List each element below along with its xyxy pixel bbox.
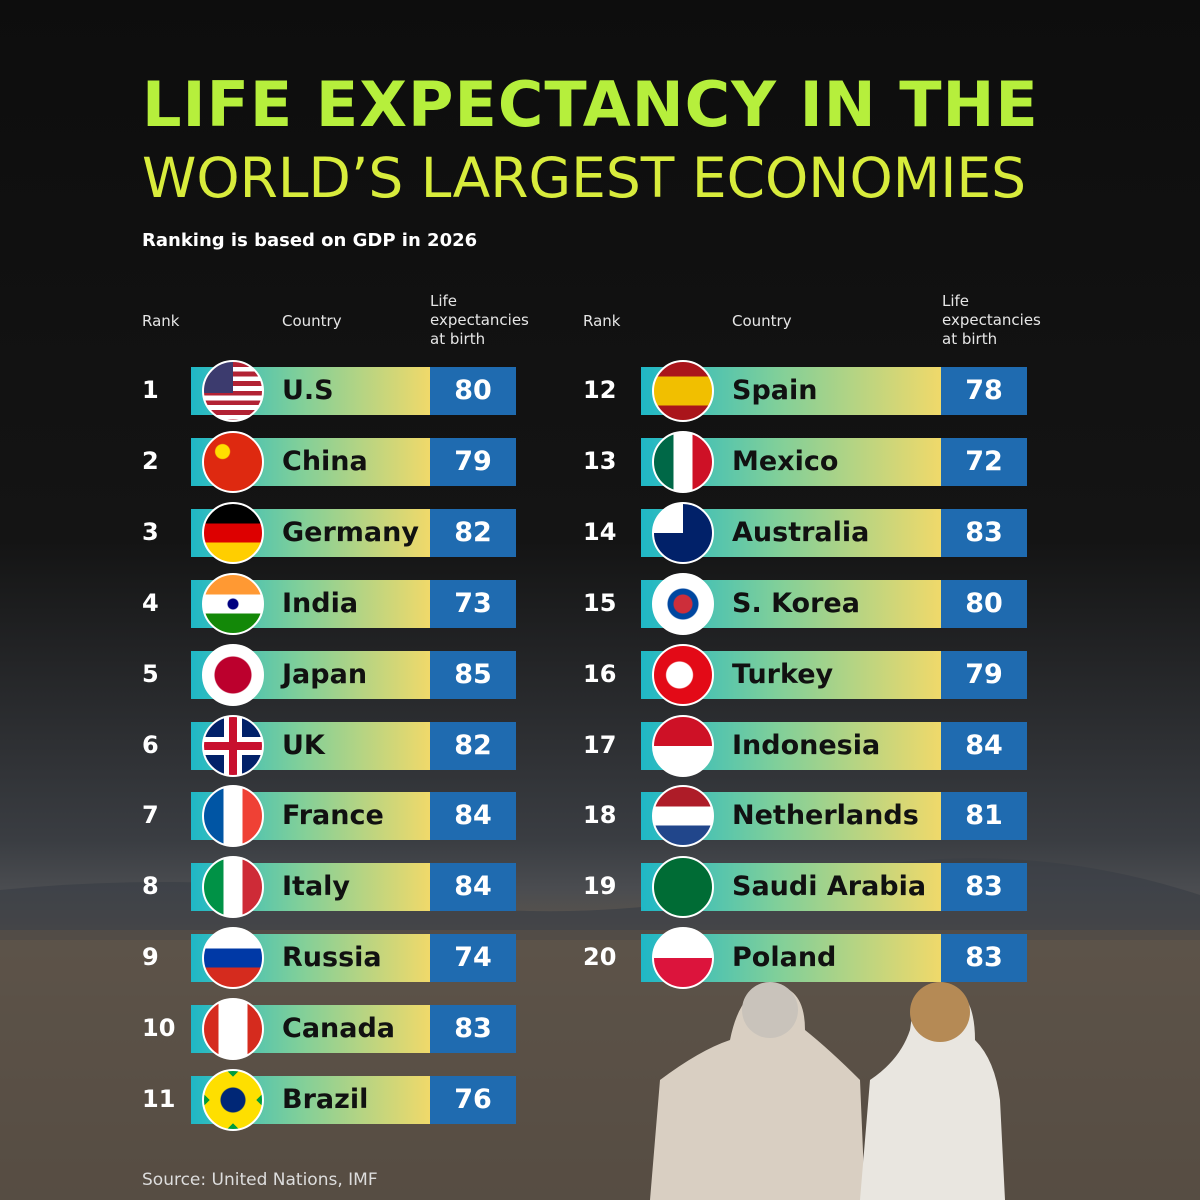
rank-number: 16 xyxy=(583,659,617,688)
flag xyxy=(652,430,714,493)
country-name: Japan xyxy=(282,658,368,690)
title-line-1: LIFE EXPECTANCY IN THE xyxy=(142,68,1039,141)
life-expectancy-value: 78 xyxy=(941,367,1027,415)
flag xyxy=(652,572,714,635)
country-name: Indonesia xyxy=(732,729,881,761)
country-name: Germany xyxy=(282,516,419,548)
life-expectancy-value: 81 xyxy=(941,792,1027,841)
rank-number: 11 xyxy=(142,1085,176,1113)
life-expectancy-value: 83 xyxy=(941,508,1027,557)
country-name: Spain xyxy=(732,375,818,406)
life-expectancy-value: 84 xyxy=(430,863,516,912)
life-expectancy-value: 84 xyxy=(430,792,516,841)
life-expectancy-value: 73 xyxy=(430,579,516,628)
life-expectancy-value: 83 xyxy=(430,1005,516,1054)
life-expectancy-value: 85 xyxy=(430,650,516,699)
rank-number: 8 xyxy=(142,872,159,901)
flag xyxy=(652,714,714,777)
rank-number: 1 xyxy=(142,376,159,404)
life-expectancy-value: 83 xyxy=(941,934,1027,983)
flag xyxy=(652,643,714,706)
country-name: Australia xyxy=(732,516,870,548)
life-expectancy-value: 80 xyxy=(941,579,1027,628)
flag xyxy=(202,714,264,777)
rank-number: 13 xyxy=(583,446,617,475)
rank-header: Rank xyxy=(142,312,180,330)
flag xyxy=(202,572,264,635)
flag xyxy=(202,643,264,706)
life-expectancy-value: 82 xyxy=(430,508,516,557)
rank-header: Rank xyxy=(583,312,621,330)
rank-number: 5 xyxy=(142,659,159,688)
country-name: France xyxy=(282,800,384,832)
country-name: UK xyxy=(282,729,325,761)
rank-number: 15 xyxy=(583,588,617,617)
flag xyxy=(652,501,714,564)
rank-number: 20 xyxy=(583,943,617,972)
country-name: Turkey xyxy=(732,658,834,690)
country-name: India xyxy=(282,587,359,619)
life-expectancy-header: Life expectancies at birth xyxy=(942,292,1041,348)
life-expectancy-value: 79 xyxy=(941,650,1027,699)
life-expectancy-value: 72 xyxy=(941,437,1027,486)
flag xyxy=(202,927,264,990)
country-name: S. Korea xyxy=(732,587,860,619)
country-name: China xyxy=(282,445,368,477)
life-expectancy-value: 84 xyxy=(941,721,1027,770)
title-line-2: WORLD’S LARGEST ECONOMIES xyxy=(142,146,1027,210)
rank-number: 9 xyxy=(142,943,159,972)
life-expectancy-value: 80 xyxy=(430,367,516,415)
flag xyxy=(202,501,264,564)
rank-number: 7 xyxy=(142,801,159,830)
country-name: Mexico xyxy=(732,445,839,477)
rank-number: 10 xyxy=(142,1014,176,1043)
rank-number: 2 xyxy=(142,446,159,475)
country-header: Country xyxy=(732,312,792,330)
flag xyxy=(202,856,264,919)
rank-number: 19 xyxy=(583,872,617,901)
flag xyxy=(202,1069,264,1131)
life-expectancy-value: 82 xyxy=(430,721,516,770)
rank-number: 17 xyxy=(583,730,617,759)
country-name: Poland xyxy=(732,942,837,974)
flag xyxy=(652,856,714,919)
flag xyxy=(202,785,264,848)
rank-number: 3 xyxy=(142,517,159,546)
flag xyxy=(652,360,714,422)
life-expectancy-value: 79 xyxy=(430,437,516,486)
life-expectancy-value: 74 xyxy=(430,934,516,983)
rank-number: 18 xyxy=(583,801,617,830)
rank-number: 14 xyxy=(583,517,617,546)
flag xyxy=(202,998,264,1061)
country-name: Netherlands xyxy=(732,800,919,832)
life-expectancy-value: 76 xyxy=(430,1076,516,1124)
rank-number: 12 xyxy=(583,376,617,404)
country-name: Saudi Arabia xyxy=(732,871,927,903)
country-name: Brazil xyxy=(282,1084,369,1115)
country-name: U.S xyxy=(282,375,334,406)
rank-number: 4 xyxy=(142,588,159,617)
source: Source: United Nations, IMF xyxy=(142,1170,378,1190)
flag xyxy=(652,785,714,848)
country-name: Russia xyxy=(282,942,382,974)
life-expectancy-value: 83 xyxy=(941,863,1027,912)
subtitle: Ranking is based on GDP in 2026 xyxy=(142,230,478,251)
country-name: Canada xyxy=(282,1013,396,1045)
country-header: Country xyxy=(282,312,342,330)
country-name: Italy xyxy=(282,871,351,903)
life-expectancy-header: Life expectancies at birth xyxy=(430,292,529,348)
flag xyxy=(652,927,714,990)
rank-number: 6 xyxy=(142,730,159,759)
flag xyxy=(202,360,264,422)
flag xyxy=(202,430,264,493)
